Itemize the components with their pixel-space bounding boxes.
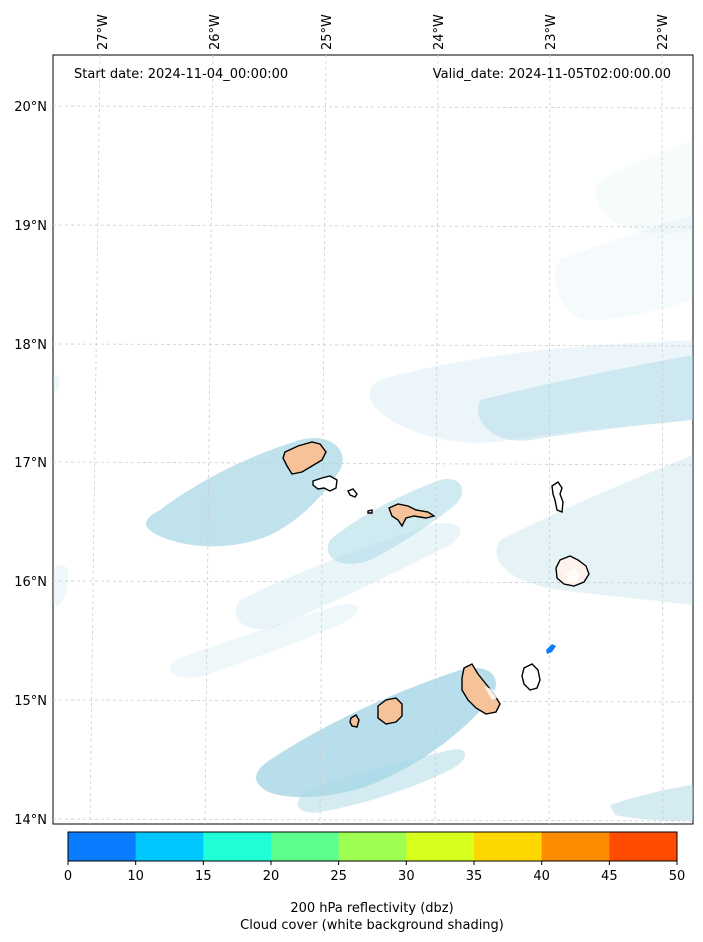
longitude-labels: 27°W 26°W 25°W 24°W 23°W 22°W	[96, 14, 671, 50]
colorbar-segment	[338, 832, 407, 861]
colorbar-label-1: 200 hPa reflectivity (dbz)	[290, 901, 453, 916]
island-sao-vicente	[312, 475, 338, 492]
island-branco	[367, 509, 373, 514]
lat-label-17n: 17°N	[14, 456, 47, 471]
map-content	[53, 55, 693, 824]
colorbar-tick-label: 35	[466, 869, 483, 884]
reflectivity-cells	[484, 568, 580, 700]
lon-label-23w: 23°W	[544, 14, 559, 50]
colorbar-segment	[609, 832, 678, 861]
lat-label-18n: 18°N	[14, 338, 47, 353]
colorbar-tick-label: 50	[669, 869, 686, 884]
lon-label-22w: 22°W	[656, 14, 671, 50]
colorbar-tick-label: 10	[127, 869, 144, 884]
colorbar-segment	[271, 832, 340, 861]
island-fogo	[377, 697, 403, 725]
lon-label-25w: 25°W	[320, 14, 335, 50]
gridlines	[53, 55, 693, 824]
latitude-labels: 20°N 19°N 18°N 17°N 16°N 15°N 14°N	[14, 100, 47, 828]
island-sao-nicolau	[388, 503, 436, 528]
islands	[282, 441, 590, 728]
colorbar-tick-label: 15	[195, 869, 212, 884]
colorbar-tick-label: 0	[64, 869, 72, 884]
colorbar: 0 10 15 20 25 30 35 40 45 50	[64, 831, 686, 884]
colorbar-tick-label: 40	[533, 869, 550, 884]
lat-label-16n: 16°N	[14, 575, 47, 590]
colorbar-tick-label: 20	[263, 869, 280, 884]
colorbar-segment	[474, 832, 543, 861]
lat-label-14n: 14°N	[14, 813, 47, 828]
valid-date-label: Valid_date: 2024-11-05T02:00:00.00	[433, 67, 671, 82]
colorbar-tick-label: 25	[330, 869, 347, 884]
colorbar-tick-label: 30	[398, 869, 415, 884]
start-date-label: Start date: 2024-11-04_00:00:00	[74, 67, 288, 82]
island-santa-luzia	[347, 488, 358, 498]
colorbar-label-2: Cloud cover (white background shading)	[240, 918, 504, 933]
island-sal	[551, 481, 564, 513]
lon-label-27w: 27°W	[96, 14, 111, 50]
island-maio	[521, 663, 541, 691]
colorbar-segment	[135, 832, 204, 861]
colorbar-segment	[406, 832, 475, 861]
colorbar-segment	[68, 832, 137, 861]
island-santiago	[461, 663, 501, 715]
lat-label-15n: 15°N	[14, 694, 47, 709]
island-brava	[349, 714, 360, 728]
lat-label-20n: 20°N	[14, 100, 47, 115]
colorbar-segment	[203, 832, 272, 861]
lon-label-24w: 24°W	[432, 14, 447, 50]
cloud-cover-shading	[53, 140, 693, 821]
colorbar-frame	[67, 831, 678, 862]
colorbar-segment	[541, 832, 610, 861]
island-santo-antao	[282, 441, 327, 475]
map-frame	[52, 54, 694, 825]
colorbar-tick-label: 45	[601, 869, 618, 884]
lon-label-26w: 26°W	[208, 14, 223, 50]
lat-label-19n: 19°N	[14, 219, 47, 234]
